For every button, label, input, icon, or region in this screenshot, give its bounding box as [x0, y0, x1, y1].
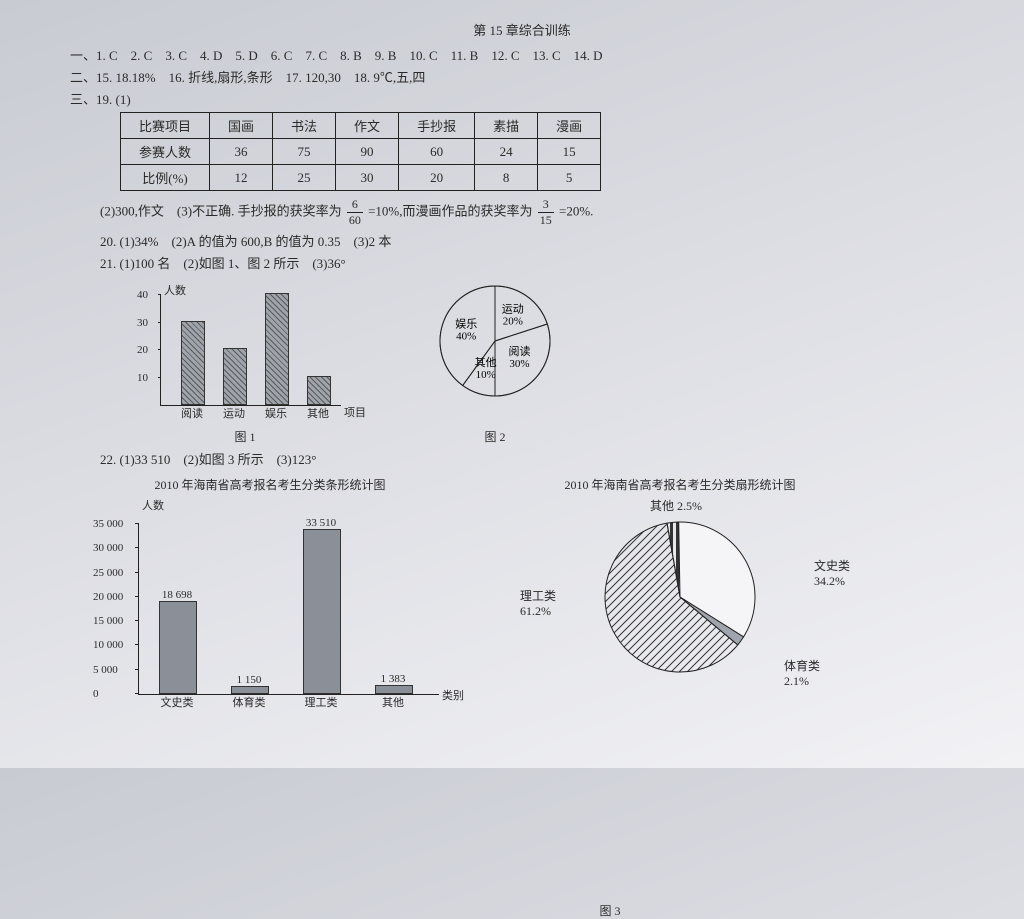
svg-text:运动: 运动 — [502, 303, 524, 316]
svg-text:40%: 40% — [456, 331, 476, 343]
bar-chart-1: 人数 10203040阅读运动娱乐其他 项目 — [130, 286, 360, 426]
q20: 20. (1)34% (2)A 的值为 600,B 的值为 0.35 (3)2 … — [100, 231, 974, 250]
pie2-title: 2010 年海南省高考报名考生分类扇形统计图 — [520, 476, 840, 493]
fig1-caption: 图 1 — [130, 428, 360, 445]
answers-2: 二、15. 18.18% 16. 折线,扇形,条形 17. 120,30 18.… — [70, 67, 974, 86]
svg-text:20%: 20% — [503, 316, 523, 328]
svg-text:阅读: 阅读 — [508, 344, 530, 358]
pie-chart-2: 其他 2.5% 文史类34.2% 体育类2.1% 理工类61.2% — [520, 497, 840, 717]
q19-table: 比赛项目国画书法作文手抄报素描漫画参赛人数367590602415比例(%)12… — [120, 112, 601, 191]
svg-text:10%: 10% — [476, 369, 496, 381]
answers-1: 一、1. C 2. C 3. C 4. D 5. D 6. C 7. C 8. … — [70, 45, 974, 64]
bar-chart-2: 人数 05 00010 00015 00020 00025 00030 0003… — [90, 497, 450, 717]
q19-prefix: 三、19. (1) — [70, 89, 131, 108]
q21: 21. (1)100 名 (2)如图 1、图 2 所示 (3)36° — [100, 253, 974, 272]
fig3-caption: 图 3 — [520, 902, 700, 919]
q19-part2: (2)300,作文 (3)不正确. 手抄报的获奖率为 660 =10%,而漫画作… — [100, 197, 974, 228]
svg-text:其他: 其他 — [475, 356, 497, 369]
q22: 22. (1)33 510 (2)如图 3 所示 (3)123° — [100, 449, 974, 468]
fig2-caption: 图 2 — [420, 428, 570, 445]
svg-text:娱乐: 娱乐 — [455, 317, 477, 331]
svg-text:30%: 30% — [509, 358, 529, 370]
pie-chart-1: 运动20% 阅读30% 其他10% 娱乐40% — [420, 276, 570, 426]
bar2-title: 2010 年海南省高考报名考生分类条形统计图 — [90, 476, 450, 493]
page-title: 第 15 章综合训练 — [70, 20, 974, 39]
